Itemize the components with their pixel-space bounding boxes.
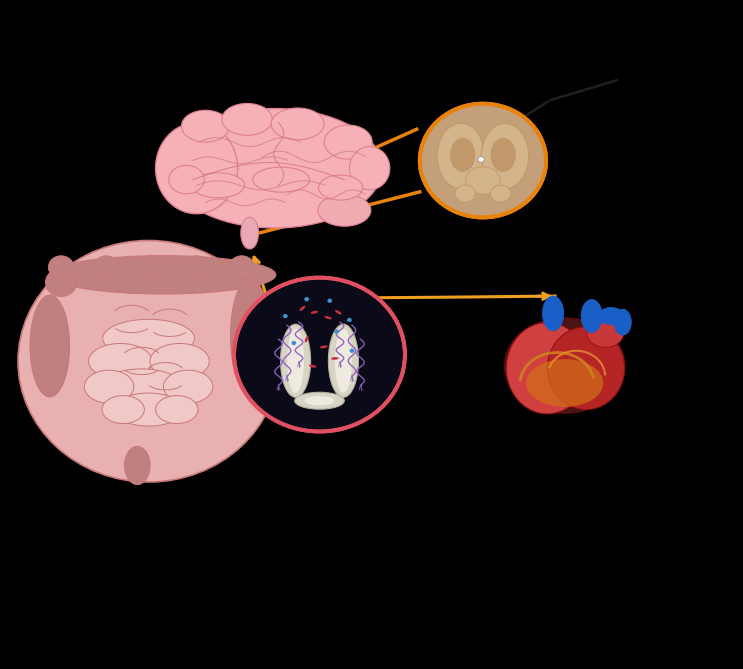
Circle shape [349,349,354,353]
Circle shape [420,104,546,217]
Ellipse shape [319,175,363,200]
Ellipse shape [281,324,311,397]
Ellipse shape [100,369,183,405]
Ellipse shape [155,123,238,214]
Ellipse shape [113,393,184,426]
Ellipse shape [181,110,230,142]
Circle shape [291,341,296,345]
Ellipse shape [481,123,529,189]
Ellipse shape [331,357,339,360]
Ellipse shape [230,279,270,393]
Circle shape [478,157,484,163]
Ellipse shape [222,104,273,135]
Ellipse shape [295,392,344,409]
Ellipse shape [287,328,304,393]
Circle shape [229,256,254,279]
Ellipse shape [324,125,372,159]
Ellipse shape [18,241,279,482]
Ellipse shape [349,147,390,190]
Ellipse shape [156,395,198,423]
Ellipse shape [455,185,476,202]
Ellipse shape [526,359,603,407]
Ellipse shape [169,165,204,194]
Ellipse shape [325,316,331,319]
Ellipse shape [192,173,244,198]
Ellipse shape [490,138,516,172]
Ellipse shape [30,295,70,397]
Ellipse shape [335,310,342,314]
Circle shape [334,329,339,334]
Ellipse shape [102,395,144,423]
Ellipse shape [299,306,305,311]
Ellipse shape [253,167,310,192]
Circle shape [305,297,309,301]
Ellipse shape [335,328,352,393]
Ellipse shape [506,322,588,414]
Circle shape [48,256,74,279]
Ellipse shape [542,296,564,331]
Ellipse shape [309,365,317,368]
Ellipse shape [548,327,625,409]
Ellipse shape [328,324,358,397]
Ellipse shape [490,185,510,202]
Ellipse shape [450,138,476,172]
Ellipse shape [581,300,603,332]
Ellipse shape [318,195,371,226]
Ellipse shape [125,446,150,484]
Ellipse shape [271,108,324,140]
Circle shape [283,314,288,318]
Ellipse shape [599,307,623,324]
Ellipse shape [88,343,152,379]
Ellipse shape [103,319,195,357]
Circle shape [139,256,164,279]
Circle shape [94,256,119,279]
Circle shape [234,278,405,432]
Circle shape [328,298,332,303]
Ellipse shape [504,318,625,413]
Circle shape [184,256,210,279]
Ellipse shape [241,217,259,249]
Ellipse shape [587,320,623,347]
Ellipse shape [150,343,210,379]
Ellipse shape [320,345,328,349]
Ellipse shape [163,370,212,403]
Ellipse shape [305,336,308,343]
Ellipse shape [50,256,276,294]
Ellipse shape [85,370,134,403]
Ellipse shape [614,309,632,335]
Circle shape [347,318,351,322]
Ellipse shape [45,268,77,296]
Ellipse shape [305,396,334,405]
Ellipse shape [311,310,318,314]
Ellipse shape [466,167,500,194]
Ellipse shape [168,108,383,228]
Ellipse shape [437,123,484,189]
